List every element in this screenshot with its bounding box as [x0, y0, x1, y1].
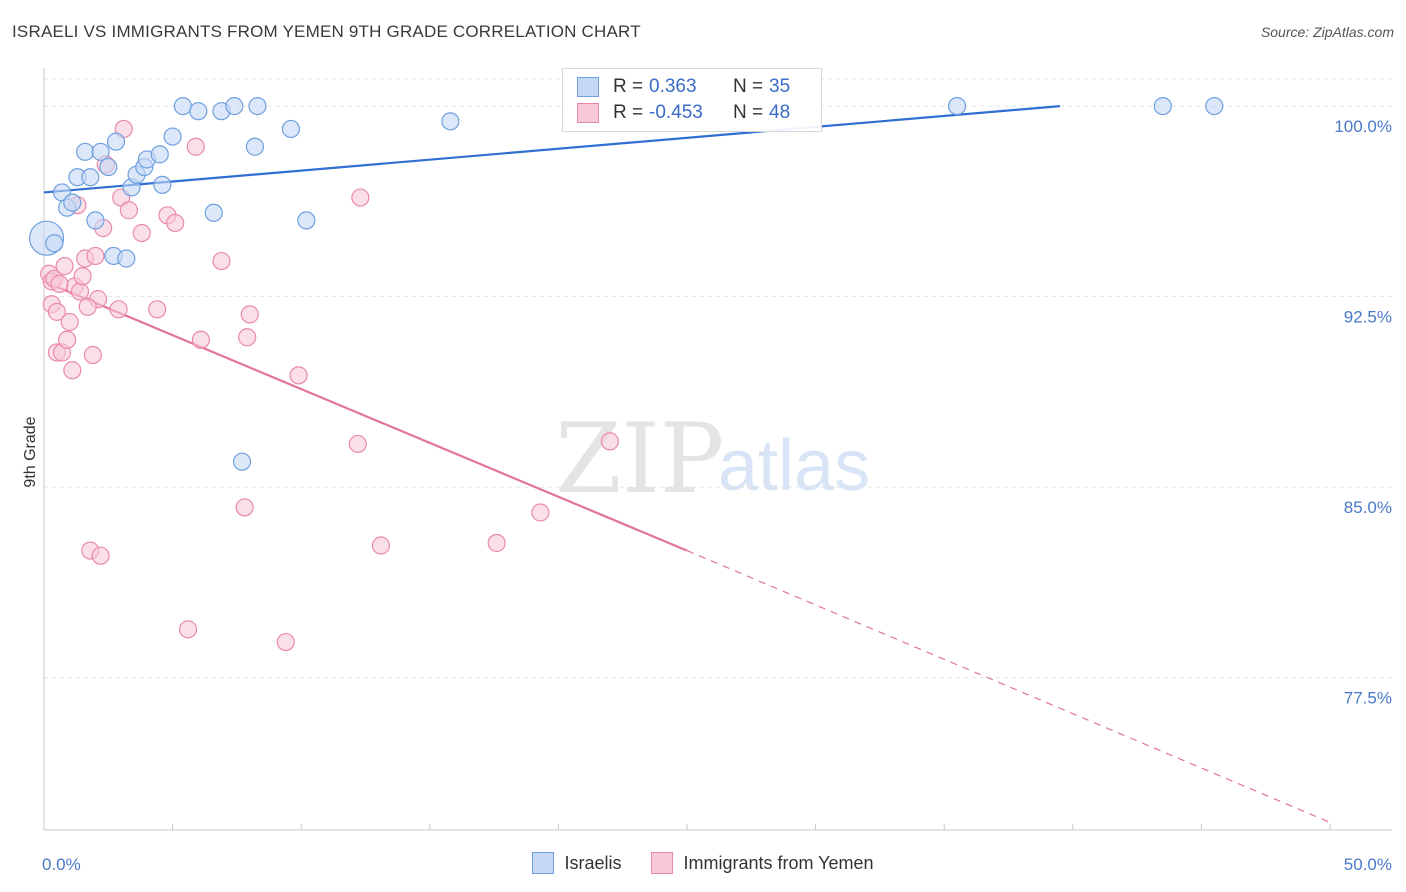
n-label: N =	[733, 76, 764, 97]
y-tick-label: 85.0%	[1344, 498, 1392, 517]
yemen-point	[55, 257, 74, 276]
yemen-point	[178, 620, 198, 639]
israelis-point	[173, 96, 192, 116]
yemen-point	[166, 213, 185, 233]
data-points	[28, 96, 1224, 652]
axes	[43, 68, 1392, 831]
yemen-point	[531, 503, 550, 522]
yemen-trend-line	[43, 280, 688, 552]
yemen-trend-extension	[686, 550, 1331, 823]
israelis-point	[1153, 96, 1172, 116]
r-label: R =	[613, 102, 644, 123]
n-value: 48	[769, 102, 791, 123]
n-label: N =	[733, 102, 764, 123]
israelis-point	[225, 96, 244, 116]
series-legend: Israelis Immigrants from Yemen	[0, 852, 1406, 874]
israelis-point	[63, 193, 82, 212]
correlation-legend: R = 0.363 N = 35 R = -0.453 N = 48	[562, 68, 822, 132]
legend-label: Israelis	[564, 852, 622, 873]
israelis-point	[248, 96, 267, 116]
tick-labels: 100.0% 92.5% 85.0% 77.5% 0.0% 50.0%	[42, 117, 1392, 874]
israelis-swatch	[577, 77, 599, 97]
yemen-point	[289, 366, 308, 385]
yemen-point	[83, 345, 102, 365]
yemen-point	[60, 312, 79, 332]
israelis-point	[281, 119, 301, 139]
n-value: 35	[769, 76, 791, 97]
israelis-point	[204, 203, 223, 222]
watermark-zip: ZIP	[555, 403, 724, 515]
legend-row-israelis: R = 0.363 N = 35	[577, 75, 790, 99]
r-value: 0.363	[649, 76, 697, 97]
yemen-point	[238, 328, 257, 347]
yemen-point	[78, 297, 97, 316]
yemen-point	[371, 536, 391, 555]
yemen-point	[348, 434, 367, 454]
israelis-point	[163, 127, 182, 146]
yemen-point	[91, 546, 110, 565]
yemen-swatch	[577, 103, 599, 123]
israelis-point	[106, 132, 126, 151]
legend-item-yemen[interactable]: Immigrants from Yemen	[651, 852, 874, 874]
legend-row-yemen: R = -0.453 N = 48	[577, 101, 790, 125]
r-value: -0.453	[649, 102, 703, 123]
x-tick-label: 50.0%	[1344, 855, 1392, 874]
israelis-point	[86, 211, 105, 230]
yemen-point	[50, 274, 69, 293]
chart-title: ISRAELI VS IMMIGRANTS FROM YEMEN 9TH GRA…	[12, 22, 641, 41]
israelis-point	[1205, 96, 1224, 116]
israelis-point	[76, 142, 95, 161]
israelis-point	[232, 452, 252, 471]
yemen-point	[351, 188, 370, 207]
y-tick-label: 92.5%	[1344, 308, 1392, 327]
israelis-point	[297, 211, 316, 230]
yemen-point	[132, 224, 151, 243]
r-label: R =	[613, 76, 644, 97]
yemen-point	[148, 300, 167, 319]
yemen-point	[47, 302, 66, 321]
yemen-point	[240, 305, 259, 324]
yemen-point	[86, 246, 105, 266]
israelis-point	[45, 234, 64, 253]
yemen-point	[600, 432, 619, 451]
israelis-swatch	[532, 852, 555, 874]
x-tick-label: 0.0%	[42, 855, 81, 874]
trend-lines	[43, 105, 1331, 823]
yemen-point	[73, 267, 92, 286]
legend-label: Immigrants from Yemen	[683, 852, 874, 873]
israelis-point	[947, 96, 967, 116]
watermark: ZIP atlas	[555, 403, 870, 515]
israelis-point	[150, 145, 169, 164]
israelis-trend-line	[43, 105, 1061, 194]
gridlines	[44, 78, 1392, 679]
yemen-point	[109, 300, 128, 319]
yemen-point	[235, 498, 254, 517]
legend-item-israelis[interactable]: Israelis	[532, 852, 621, 874]
israelis-point	[91, 142, 110, 161]
israelis-point	[189, 102, 208, 121]
yemen-point	[191, 330, 210, 349]
israelis-point	[153, 175, 172, 194]
y-tick-label: 100.0%	[1334, 117, 1392, 136]
yemen-point	[212, 251, 231, 271]
israelis-point	[81, 168, 100, 187]
yemen-swatch	[651, 852, 674, 874]
yemen-point	[487, 533, 506, 553]
yemen-point	[276, 632, 295, 652]
israelis-point	[441, 112, 460, 131]
yemen-point	[70, 282, 90, 301]
source-credit: Source: ZipAtlas.com	[1260, 24, 1394, 40]
y-axis-label: 9th Grade	[22, 416, 39, 487]
yemen-point	[119, 201, 138, 220]
israelis-point	[99, 157, 118, 177]
watermark-atlas: atlas	[718, 426, 870, 506]
yemen-point	[58, 330, 77, 349]
y-tick-label: 77.5%	[1344, 689, 1392, 708]
israelis-point	[117, 249, 136, 268]
yemen-point	[63, 361, 82, 380]
israelis-point	[245, 137, 265, 156]
yemen-point	[186, 137, 205, 156]
